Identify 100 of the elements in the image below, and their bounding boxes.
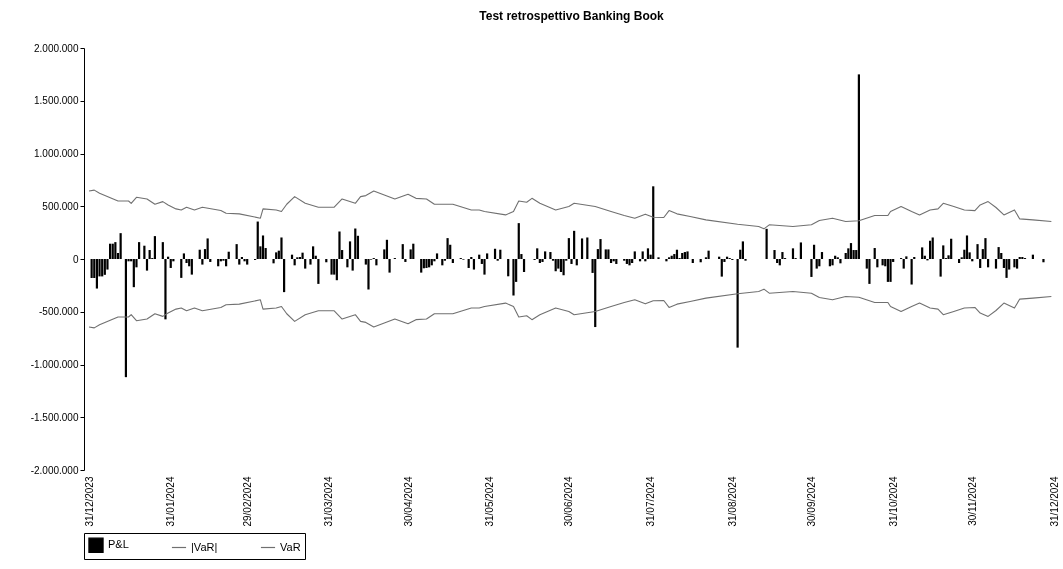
- bar: [976, 244, 979, 259]
- bar: [153, 236, 157, 259]
- y-tick-label: 500.000: [42, 200, 79, 212]
- bar: [849, 243, 853, 259]
- bar: [812, 244, 816, 259]
- bar: [868, 259, 871, 284]
- bar: [145, 259, 149, 271]
- bar: [517, 223, 520, 259]
- bar: [857, 74, 860, 259]
- y-tick-label: 0: [72, 253, 79, 265]
- bar: [646, 248, 650, 259]
- bar: [781, 252, 784, 259]
- bar: [641, 251, 644, 259]
- bar: [283, 259, 286, 293]
- bar: [765, 228, 768, 259]
- legend-label: VaR: [280, 540, 301, 553]
- bar: [354, 228, 357, 259]
- bar: [351, 259, 354, 271]
- bar: [261, 235, 265, 259]
- bar: [143, 245, 146, 259]
- bar: [148, 250, 151, 259]
- bar: [522, 259, 526, 272]
- bar: [844, 252, 847, 259]
- bar: [549, 252, 552, 259]
- bar: [1042, 259, 1045, 263]
- bar: [1013, 259, 1016, 268]
- bar: [570, 259, 573, 264]
- y-tick-label: -1.500.000: [30, 411, 79, 423]
- bar: [209, 259, 212, 262]
- bar: [886, 259, 889, 282]
- bar: [1005, 259, 1008, 278]
- bar: [536, 248, 539, 259]
- bar: [446, 238, 449, 259]
- bar: [180, 259, 183, 278]
- bar: [401, 244, 404, 259]
- legend-label: P&L: [108, 538, 129, 551]
- bar: [182, 253, 186, 259]
- bar: [599, 239, 602, 259]
- bar: [939, 259, 942, 277]
- bar: [198, 249, 201, 259]
- x-tick-label: 30/06/2024: [563, 476, 575, 527]
- bar: [246, 259, 249, 265]
- bar: [675, 249, 679, 259]
- bar: [404, 259, 407, 262]
- bar: [607, 249, 610, 259]
- y-tick-label: -2.000.000: [30, 464, 79, 476]
- x-tick-label: 31/07/2024: [645, 476, 657, 527]
- bar: [910, 259, 913, 285]
- bar: [169, 259, 172, 268]
- bar: [633, 251, 636, 259]
- x-tick-label: 30/04/2024: [402, 476, 414, 527]
- bar: [921, 247, 924, 259]
- bar: [472, 259, 476, 270]
- bar: [736, 259, 739, 348]
- bar: [309, 259, 312, 265]
- bar: [741, 241, 744, 259]
- x-tick-label: 31/10/2024: [887, 476, 899, 527]
- x-tick-label: 31/05/2024: [484, 476, 496, 527]
- x-tick-label: 29/02/2024: [241, 476, 253, 527]
- bar: [132, 259, 135, 288]
- bar: [905, 256, 908, 259]
- bar: [235, 244, 238, 259]
- bar: [979, 259, 982, 268]
- bar: [573, 230, 576, 259]
- bar: [312, 246, 315, 259]
- bar: [330, 259, 333, 275]
- bar: [486, 253, 489, 259]
- x-tick-label: 30/09/2024: [805, 476, 817, 527]
- bar: [512, 259, 515, 296]
- bar: [604, 249, 607, 259]
- bar: [422, 259, 425, 269]
- y-tick-label: 1.000.000: [34, 148, 79, 159]
- bar: [928, 240, 932, 259]
- legend-label: |VaR|: [191, 540, 218, 553]
- bar: [931, 237, 934, 259]
- bar: [95, 259, 99, 289]
- bar: [820, 252, 824, 259]
- bar: [201, 259, 204, 265]
- bar: [984, 238, 987, 259]
- bar: [810, 259, 813, 277]
- y-tick-label: 1.500.000: [34, 95, 79, 107]
- bar: [367, 259, 370, 290]
- bar: [965, 235, 969, 259]
- bar: [304, 259, 307, 269]
- bar: [483, 259, 486, 275]
- bar: [388, 259, 391, 273]
- bar: [348, 241, 352, 259]
- x-tick-label: 31/01/2024: [165, 476, 177, 527]
- bar: [301, 252, 304, 259]
- chart-title: Test retrospettivo Banking Book: [479, 9, 665, 23]
- bar: [562, 259, 565, 276]
- bar: [272, 259, 275, 264]
- bar: [164, 259, 167, 320]
- x-tick-label: 31/03/2024: [323, 476, 335, 527]
- x-tick-label: 31/12/2024: [1048, 476, 1060, 527]
- line-series: [88, 189, 1052, 230]
- bar: [942, 245, 945, 259]
- bar: [544, 251, 547, 259]
- bar: [791, 248, 795, 259]
- bar: [559, 259, 563, 272]
